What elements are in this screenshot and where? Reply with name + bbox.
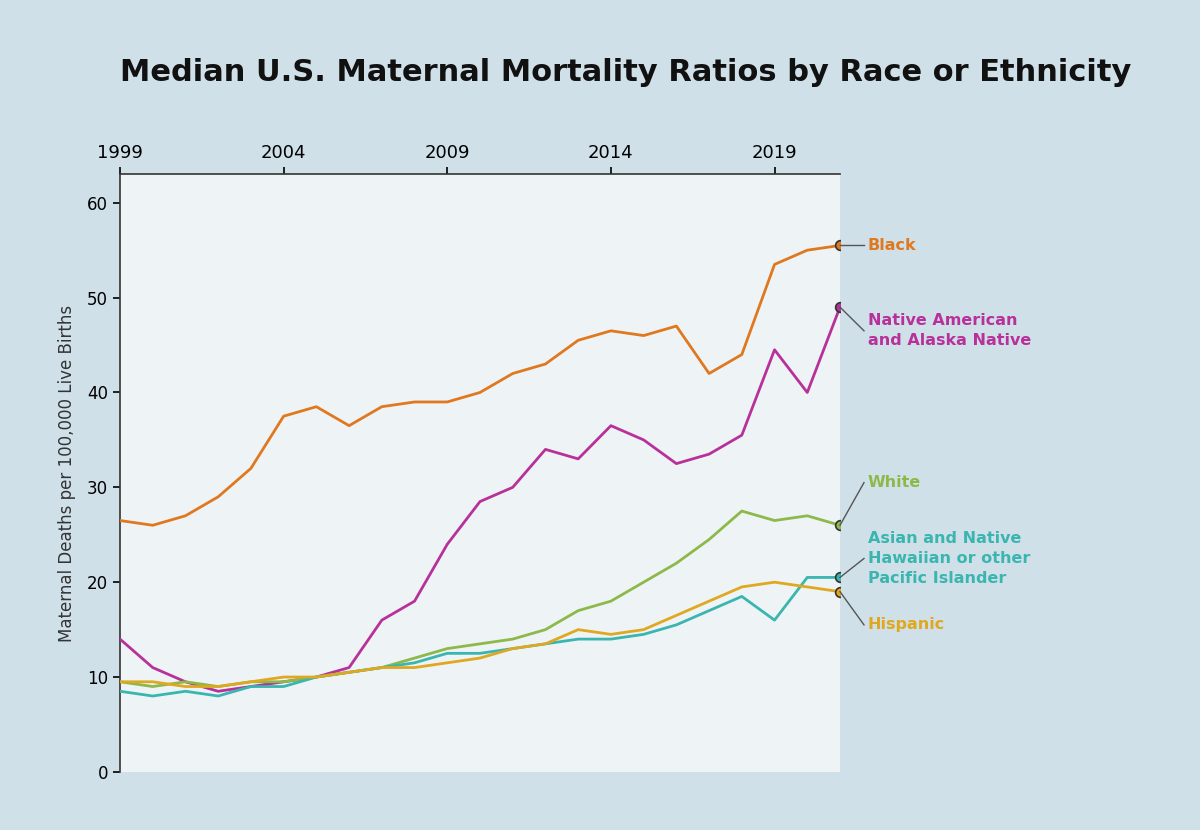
Text: Hispanic: Hispanic: [868, 618, 946, 632]
Text: Native American
and Alaska Native: Native American and Alaska Native: [868, 314, 1031, 349]
Text: White: White: [868, 475, 922, 490]
Text: Median U.S. Maternal Mortality Ratios by Race or Ethnicity: Median U.S. Maternal Mortality Ratios by…: [120, 58, 1132, 87]
Y-axis label: Maternal Deaths per 100,000 Live Births: Maternal Deaths per 100,000 Live Births: [58, 305, 76, 642]
Text: Black: Black: [868, 238, 917, 253]
Text: Asian and Native
Hawaiian or other
Pacific Islander: Asian and Native Hawaiian or other Pacif…: [868, 531, 1031, 586]
